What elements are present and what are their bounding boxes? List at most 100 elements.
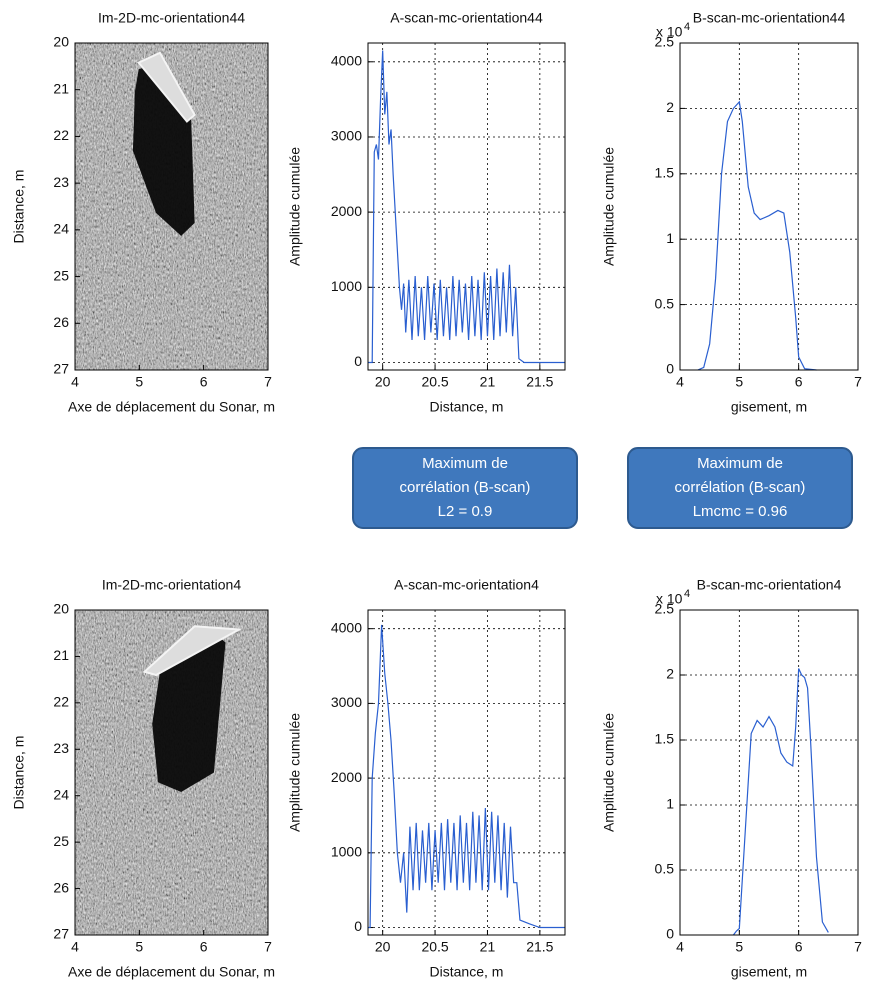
plot-area bbox=[368, 43, 565, 370]
y-axis-label: Amplitude cumulée bbox=[601, 713, 617, 832]
y-tick-label: 0 bbox=[354, 918, 362, 934]
y-tick-label: 23 bbox=[53, 174, 69, 190]
y-tick-label: 1 bbox=[666, 230, 674, 246]
chart-title: Im-2D-mc-orientation4 bbox=[102, 577, 241, 593]
annotation-box bbox=[352, 447, 578, 529]
y-tick-label: 22 bbox=[53, 694, 69, 710]
chart-title: A-scan-mc-orientation4 bbox=[394, 577, 539, 593]
annotation-text: Maximum de bbox=[697, 455, 783, 472]
y-axis-label: Amplitude cumulée bbox=[601, 147, 617, 266]
y-tick-label: 24 bbox=[53, 786, 69, 802]
y-axis-label: Amplitude cumulée bbox=[287, 713, 303, 832]
y-tick-label: 1000 bbox=[331, 278, 362, 294]
x-tick-label: 7 bbox=[264, 374, 272, 390]
y-tick-label: 0 bbox=[354, 353, 362, 369]
x-axis-label: Distance, m bbox=[430, 399, 504, 415]
y-tick-label: 1 bbox=[666, 796, 674, 812]
axis-multiplier-exponent: 4 bbox=[684, 21, 690, 33]
y-tick-label: 3000 bbox=[331, 694, 362, 710]
x-tick-label: 21.5 bbox=[526, 939, 553, 955]
plot-area bbox=[680, 43, 858, 370]
plot-area bbox=[680, 610, 858, 935]
y-tick-label: 25 bbox=[53, 267, 69, 283]
y-tick-label: 0 bbox=[666, 926, 674, 942]
y-tick-label: 2000 bbox=[331, 769, 362, 785]
chart-title: B-scan-mc-orientation44 bbox=[693, 10, 846, 26]
x-axis-label: Distance, m bbox=[430, 964, 504, 980]
x-axis-label: Axe de déplacement du Sonar, m bbox=[68, 964, 275, 980]
y-tick-label: 1.5 bbox=[655, 165, 675, 181]
y-tick-label: 4000 bbox=[331, 619, 362, 635]
y-tick-label: 27 bbox=[53, 361, 69, 377]
x-tick-label: 20.5 bbox=[421, 939, 448, 955]
y-tick-label: 27 bbox=[53, 926, 69, 942]
x-tick-label: 7 bbox=[264, 939, 272, 955]
object-echo bbox=[137, 51, 196, 123]
x-tick-label: 5 bbox=[135, 374, 143, 390]
y-tick-label: 1.5 bbox=[655, 731, 675, 747]
axis-multiplier-exponent: 4 bbox=[684, 588, 690, 600]
y-tick-label: 26 bbox=[53, 314, 69, 330]
annotation-text: corrélation (B-scan) bbox=[400, 479, 531, 496]
shadow bbox=[152, 629, 226, 792]
y-tick-label: 2 bbox=[666, 99, 674, 115]
y-tick-label: 24 bbox=[53, 221, 69, 237]
x-tick-label: 6 bbox=[200, 374, 208, 390]
x-tick-label: 4 bbox=[71, 374, 79, 390]
axes-frame bbox=[679, 609, 859, 936]
y-tick-label: 21 bbox=[53, 80, 69, 96]
y-tick-label: 3000 bbox=[331, 128, 362, 144]
annotation-box bbox=[627, 447, 853, 529]
y-tick-label: 23 bbox=[53, 740, 69, 756]
axis-multiplier: x 10 bbox=[656, 591, 683, 607]
y-tick-label: 1000 bbox=[331, 844, 362, 860]
x-tick-label: 6 bbox=[795, 939, 803, 955]
x-tick-label: 4 bbox=[676, 374, 684, 390]
y-tick-label: 2 bbox=[666, 666, 674, 682]
x-tick-label: 20 bbox=[375, 939, 391, 955]
y-tick-label: 0 bbox=[666, 361, 674, 377]
y-tick-label: 26 bbox=[53, 879, 69, 895]
x-tick-label: 21 bbox=[480, 374, 496, 390]
x-tick-label: 7 bbox=[854, 939, 862, 955]
axes-frame bbox=[679, 42, 859, 371]
axes-frame bbox=[74, 42, 269, 371]
data-line bbox=[368, 50, 565, 364]
chart-title: A-scan-mc-orientation44 bbox=[390, 10, 543, 26]
y-tick-label: 0.5 bbox=[655, 295, 675, 311]
y-tick-label: 21 bbox=[53, 647, 69, 663]
x-axis-label: gisement, m bbox=[731, 964, 807, 980]
annotation-text: Maximum de bbox=[422, 455, 508, 472]
chart-title: B-scan-mc-orientation4 bbox=[697, 577, 842, 593]
x-tick-label: 5 bbox=[735, 939, 743, 955]
y-axis-label: Distance, m bbox=[11, 170, 27, 244]
x-tick-label: 7 bbox=[854, 374, 862, 390]
y-tick-label: 25 bbox=[53, 833, 69, 849]
x-axis-label: gisement, m bbox=[731, 399, 807, 415]
x-tick-label: 4 bbox=[71, 939, 79, 955]
y-axis-label: Distance, m bbox=[11, 736, 27, 810]
y-tick-label: 0.5 bbox=[655, 861, 675, 877]
x-tick-label: 6 bbox=[795, 374, 803, 390]
y-axis-label: Amplitude cumulée bbox=[287, 147, 303, 266]
axes-frame bbox=[367, 609, 566, 936]
plot-area bbox=[368, 610, 565, 935]
x-tick-label: 6 bbox=[200, 939, 208, 955]
annotation-text: L2 = 0.9 bbox=[438, 503, 493, 520]
x-tick-label: 21 bbox=[480, 939, 496, 955]
x-axis-label: Axe de déplacement du Sonar, m bbox=[68, 399, 275, 415]
y-tick-label: 22 bbox=[53, 127, 69, 143]
axes-frame bbox=[367, 42, 566, 371]
data-line bbox=[732, 668, 829, 936]
x-tick-label: 5 bbox=[135, 939, 143, 955]
annotation-text: Lmcmc = 0.96 bbox=[693, 503, 788, 520]
y-tick-label: 2.5 bbox=[655, 34, 675, 50]
data-line bbox=[368, 624, 565, 929]
y-tick-label: 2.5 bbox=[655, 601, 675, 617]
x-tick-label: 4 bbox=[676, 939, 684, 955]
y-tick-label: 4000 bbox=[331, 52, 362, 68]
object-echo bbox=[142, 625, 243, 677]
x-tick-label: 20 bbox=[375, 374, 391, 390]
data-line bbox=[697, 100, 817, 371]
